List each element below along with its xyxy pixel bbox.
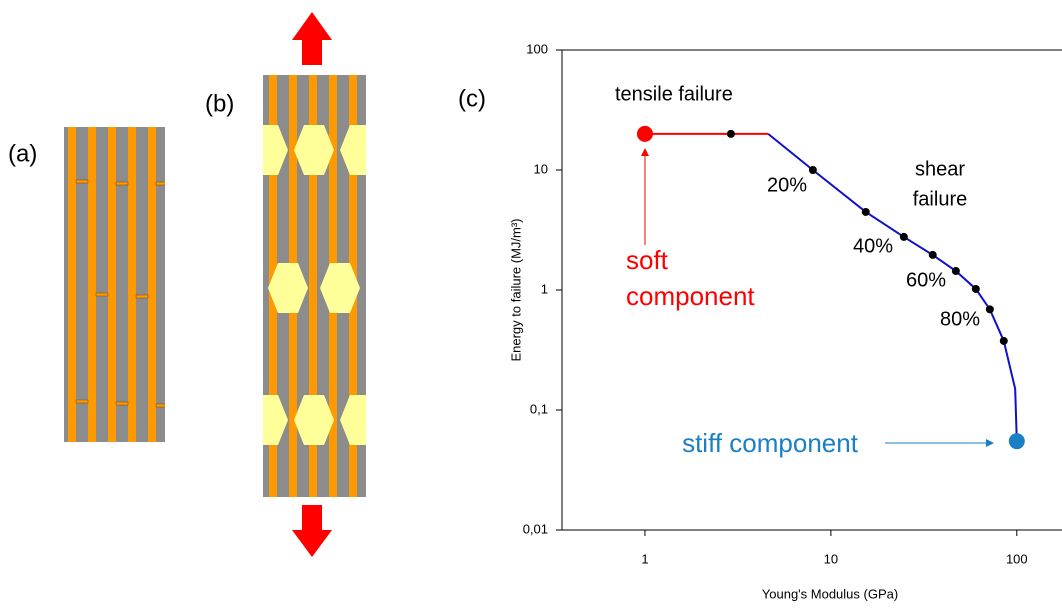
data-point: [986, 305, 994, 313]
annotation: failure: [913, 188, 967, 210]
annotation: 20%: [767, 174, 807, 196]
stripe: [108, 127, 116, 442]
stripe: [128, 127, 136, 442]
break: [156, 404, 168, 407]
annotation: tensile failure: [615, 83, 733, 105]
page: (a) (b) (c) Young's Modulus (GPa) Energy…: [0, 0, 1062, 608]
y-tick-label: 1: [541, 281, 548, 296]
annotation: soft: [626, 245, 669, 275]
data-point: [809, 166, 817, 174]
y-tick-label: 10: [534, 161, 548, 176]
stripe: [68, 127, 76, 442]
figure: (a) (b) (c) Young's Modulus (GPa) Energy…: [0, 0, 1062, 608]
data-point: [862, 208, 870, 216]
y-tick-label: 0,1: [530, 401, 548, 416]
annotation: shear: [915, 158, 965, 180]
annotation: stiff component: [682, 428, 859, 458]
break: [116, 402, 128, 405]
data-point: [1009, 433, 1025, 449]
break: [96, 293, 108, 296]
x-axis-title: Young's Modulus (GPa): [762, 586, 898, 601]
chart: Young's Modulus (GPa) Energy to failure …: [508, 41, 1062, 601]
break: [136, 295, 148, 298]
data-point: [727, 130, 735, 138]
panel-label: (a): [8, 140, 37, 167]
data-point: [929, 251, 937, 259]
y-axis-title: Energy to failure (MJ/m³): [508, 218, 523, 361]
arrow-down: [292, 505, 332, 557]
y-tick-label: 100: [526, 41, 548, 56]
data-point: [1000, 337, 1008, 345]
annotation: 40%: [853, 235, 893, 257]
break: [116, 182, 128, 185]
break: [96, 50, 108, 53]
data-point: [972, 285, 980, 293]
arrow-up: [292, 12, 332, 65]
data-point: [952, 267, 960, 275]
x-tick-label: 100: [1006, 551, 1028, 566]
schematic-b: [248, 75, 380, 497]
annotation: 60%: [906, 269, 946, 291]
schematic-a: [64, 50, 168, 442]
break: [156, 182, 168, 185]
panel-label: (b): [205, 90, 234, 117]
x-tick-label: 1: [641, 551, 648, 566]
stripe: [88, 127, 96, 442]
annotation: 80%: [940, 308, 980, 330]
break: [76, 400, 88, 403]
annotation: component: [626, 281, 755, 311]
stripe: [148, 127, 156, 442]
break: [76, 180, 88, 183]
x-tick-label: 10: [824, 551, 838, 566]
y-tick-label: 0,01: [523, 521, 548, 536]
panel-label: (c): [458, 85, 486, 112]
data-point: [637, 126, 653, 142]
data-point: [900, 233, 908, 241]
